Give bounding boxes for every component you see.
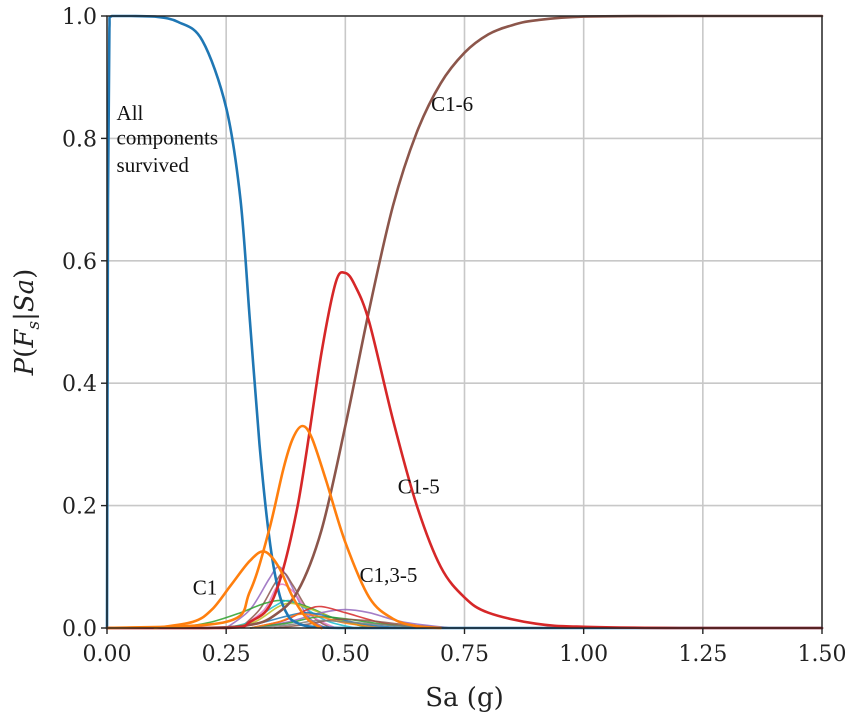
annotation-label: All (117, 101, 144, 125)
y-axis-title-sub: s (24, 321, 44, 330)
annotation-label: components (117, 126, 218, 150)
x-tick-label: 1.00 (559, 642, 608, 667)
series-line-c1-3-5 (105, 424, 442, 630)
annotation-label: survived (117, 153, 190, 177)
series-line-c1-6 (105, 14, 824, 630)
annotation-label: C1 (193, 575, 218, 599)
series-line-c1-5 (105, 270, 824, 630)
annotation-label: C1-5 (398, 474, 440, 498)
y-tick-label: 0.4 (62, 372, 97, 397)
y-axis-title-close: ) (10, 269, 40, 279)
x-tick-label: 0.75 (440, 642, 489, 667)
annotation-label: C1,3-5 (360, 563, 418, 587)
y-axis-title-bar: | (10, 312, 40, 321)
y-axis-title-sa: Sa (10, 279, 40, 312)
y-axis-title: P(Fs|Sa) (10, 269, 44, 377)
x-tick-label: 1.50 (798, 642, 847, 667)
y-axis-title-open: ( (10, 348, 40, 358)
x-axis-title: Sa (g) (425, 683, 504, 713)
y-tick-label: 1.0 (62, 5, 97, 30)
y-axis-title-f: F (10, 329, 40, 349)
minor-series-line (249, 619, 441, 629)
y-tick-label: 0.6 (62, 250, 97, 275)
minor-series-line (249, 613, 384, 629)
y-tick-label: 0.0 (62, 617, 97, 642)
annotation-label: C1-6 (431, 92, 473, 116)
x-tick-label: 0.50 (321, 642, 370, 667)
y-axis-title-p: P (10, 357, 40, 376)
y-tick-label: 0.2 (62, 495, 97, 520)
y-tick-label: 0.8 (62, 127, 97, 152)
x-tick-label: 0.00 (83, 642, 132, 667)
x-tick-label: 1.25 (678, 642, 727, 667)
axis-ticks: 0.00 0.25 0.50 0.75 1.00 1.25 1.50 0.0 0.2 0.4 0.6… (62, 5, 846, 667)
series-line-c1 (153, 550, 323, 630)
x-tick-label: 0.25 (202, 642, 251, 667)
